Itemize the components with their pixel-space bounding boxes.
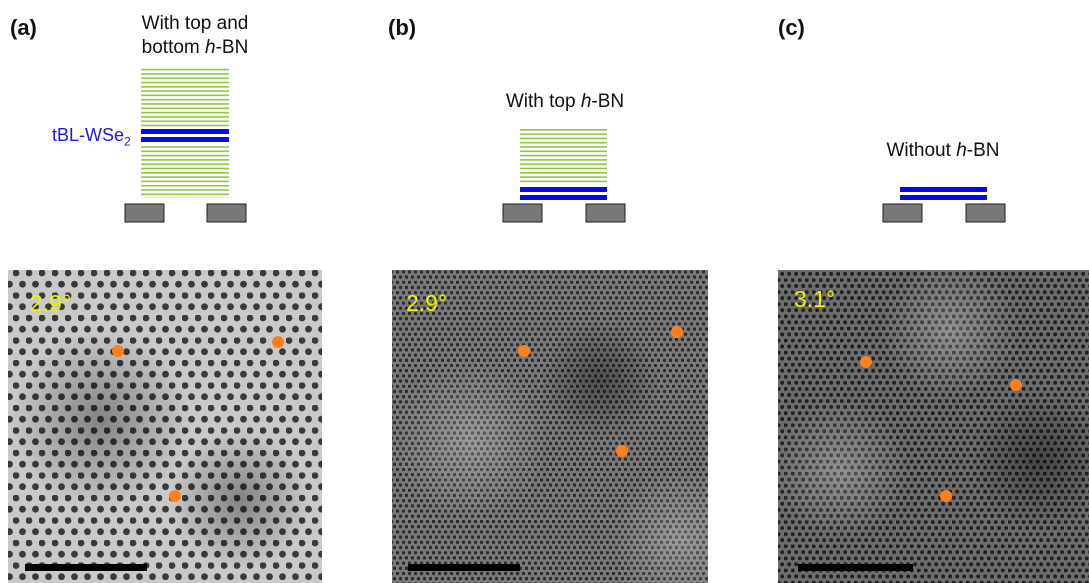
panel-label: (c) (778, 16, 805, 40)
schematic-a (125, 67, 246, 222)
caption-italic: h (205, 37, 216, 58)
figure-graphics (0, 0, 1089, 583)
micrograph-a (8, 270, 322, 583)
twist-angle: 2.9° (406, 291, 447, 315)
caption-text: -BN (216, 37, 249, 58)
caption-text: -BN (967, 140, 1000, 161)
panel-label: (b) (388, 16, 416, 40)
twist-angle: 2.9° (30, 291, 71, 315)
caption-text: With top (506, 91, 581, 112)
schematic-b (503, 128, 625, 222)
micrograph-b (390, 270, 750, 583)
twist-angle: 3.1° (794, 287, 835, 311)
caption: With top h-BN (465, 90, 665, 114)
caption-text: -BN (591, 91, 624, 112)
figure: (a) (b) (c) With top and bottom h-BN Wit… (0, 0, 1089, 583)
layer-label: tBL-WSe2 (52, 123, 131, 154)
caption: With top and bottom h-BN (125, 12, 265, 60)
panel-label: (a) (10, 16, 37, 40)
caption: Without h-BN (843, 139, 1043, 163)
schematic-c (883, 187, 1005, 222)
caption-italic: h (581, 91, 592, 112)
layer-subscript: 2 (124, 135, 131, 149)
caption-text: Without (886, 140, 956, 161)
caption-italic: h (956, 140, 967, 161)
layer-text: tBL-WSe (52, 125, 124, 145)
